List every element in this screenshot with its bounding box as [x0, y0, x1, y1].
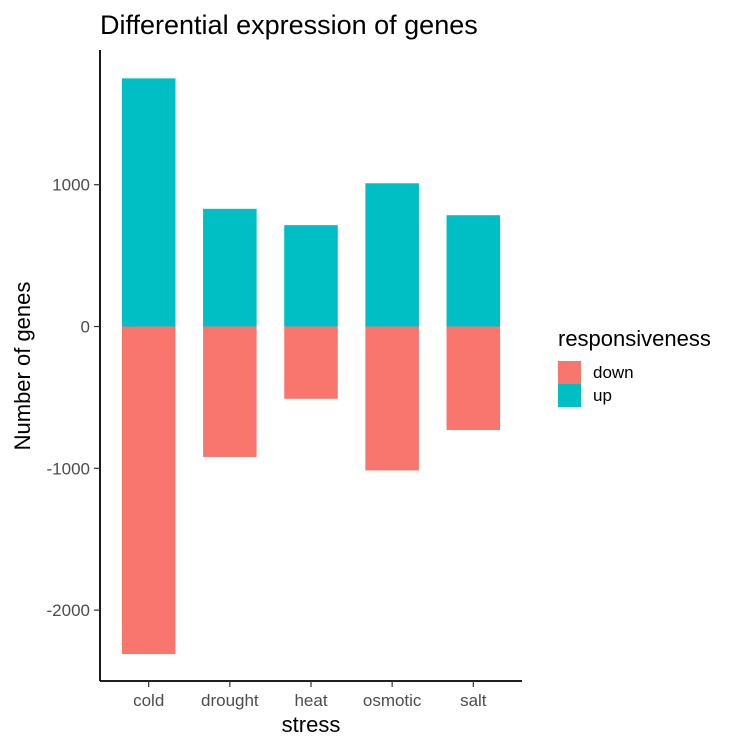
y-tick-label: -2000 [47, 601, 90, 620]
y-tick-label: 1000 [52, 176, 90, 195]
bar-down-osmotic [365, 326, 419, 471]
legend-label-down: down [593, 363, 634, 382]
x-tick-label: cold [133, 691, 164, 710]
x-axis-ticks: cold drought heat osmotic salt [133, 681, 487, 710]
plot-area [121, 78, 501, 655]
bar-up-drought [203, 208, 257, 327]
legend-swatch-down [558, 361, 581, 384]
bar-down-cold [121, 326, 176, 655]
bar-down-heat [284, 326, 338, 399]
bar-up-cold [121, 78, 176, 327]
bar-down-salt [446, 326, 501, 431]
y-tick-label: 0 [81, 318, 90, 337]
bar-up-heat [284, 225, 338, 327]
y-tick-label: -1000 [47, 459, 90, 478]
x-tick-label: drought [201, 691, 259, 710]
x-tick-label: osmotic [363, 691, 422, 710]
bar-down-drought [203, 326, 257, 457]
bar-up-osmotic [365, 183, 419, 327]
y-axis-ticks: -2000 -1000 0 1000 [47, 176, 100, 620]
chart-title: Differential expression of genes [100, 10, 478, 40]
x-tick-label: salt [460, 691, 487, 710]
legend-swatch-up [558, 384, 581, 407]
legend-title: responsiveness [558, 326, 711, 351]
y-axis-title: Number of genes [10, 282, 35, 451]
legend: responsiveness down up [558, 326, 711, 407]
bar-up-salt [446, 215, 501, 327]
x-axis-title: stress [282, 712, 341, 737]
legend-label-up: up [593, 386, 612, 405]
x-tick-label: heat [294, 691, 327, 710]
